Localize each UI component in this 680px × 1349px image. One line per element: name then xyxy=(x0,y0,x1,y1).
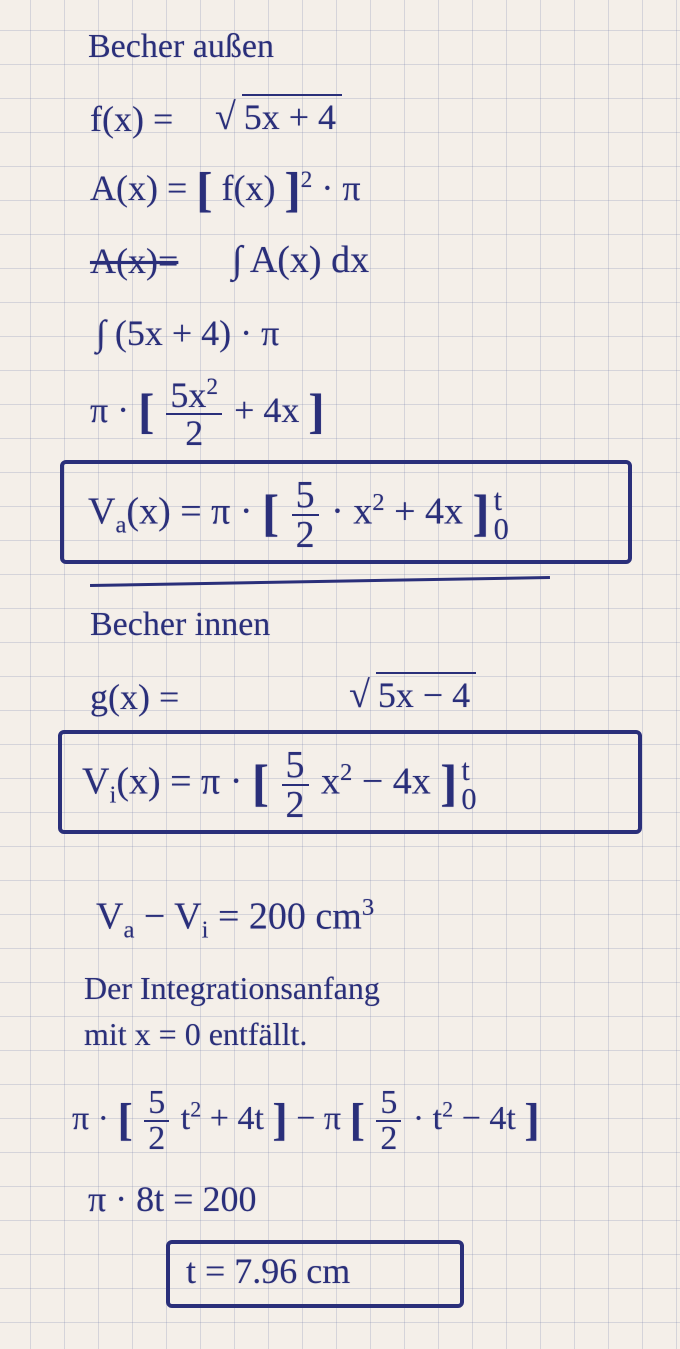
line-4-strike: A(x)= xyxy=(90,240,178,282)
graph-paper-page: Becher außen f(x) = 5x + 4 A(x) = [ f(x)… xyxy=(0,0,680,1349)
line-3-area: A(x) = [ f(x) ]2 · π xyxy=(90,162,361,218)
line-15-result: t = 7.96 cm xyxy=(186,1250,350,1292)
line-6-antiderivative: π · [ 5x22 + 4x ] xyxy=(90,376,325,451)
line-10-vi: Vi(x) = π · [ 52 x2 − 4x ]t0 xyxy=(82,746,477,824)
line-14-simplified: π · 8t = 200 xyxy=(88,1178,256,1220)
divider-1 xyxy=(90,576,550,587)
line-1-title: Becher außen xyxy=(88,28,274,66)
line-9-sqrt: 5x − 4 xyxy=(349,672,476,717)
line-8-title-inner: Becher innen xyxy=(90,606,270,644)
line-2-sqrt: 5x + 4 xyxy=(215,94,342,139)
line-2-fx-eq: f(x) = xyxy=(90,98,173,140)
line-2-sqrt-arg: 5x + 4 xyxy=(242,94,342,138)
line-9-sqrt-arg: 5x − 4 xyxy=(376,672,476,716)
line-4-integral: ∫ A(x) dx xyxy=(232,238,369,282)
line-12a-note: Der Integrationsanfang xyxy=(84,970,380,1007)
line-13-substitution: π · [ 52 t2 + 4t ] − π [ 52 · t2 − 4t ] xyxy=(72,1086,540,1156)
line-5-integral-expanded: ∫ (5x + 4) · π xyxy=(96,312,279,354)
line-11-volume-diff: Va − Vi = 200 cm3 xyxy=(96,894,374,944)
line-12b-note: mit x = 0 entfällt. xyxy=(84,1016,307,1053)
line-7-va: Va(x) = π · [ 52 · x2 + 4x ]t0 xyxy=(88,476,509,554)
line-9-gx-eq: g(x) = xyxy=(90,676,179,718)
